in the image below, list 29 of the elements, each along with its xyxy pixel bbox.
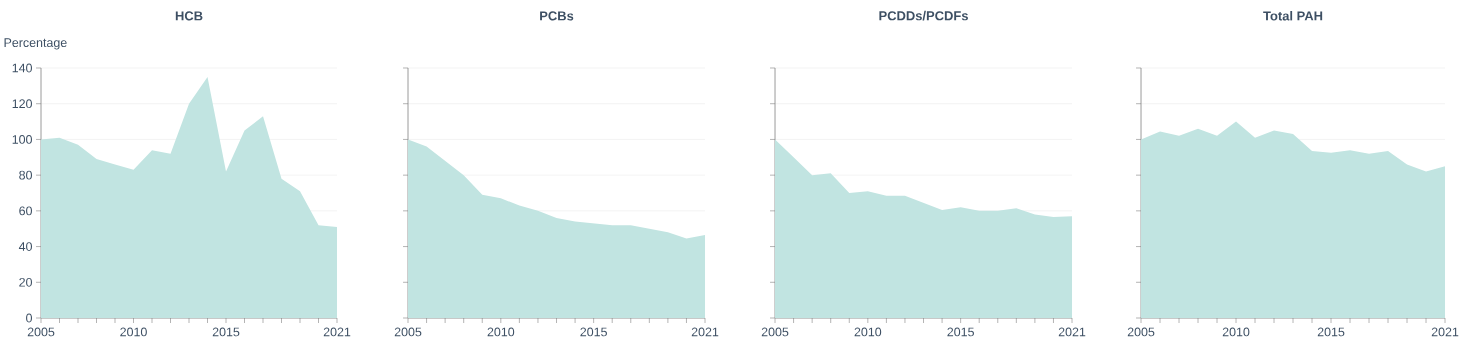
- y-tick-label: 0: [26, 313, 33, 323]
- y-tick-label: 20: [19, 277, 32, 287]
- y-tick-label: 60: [19, 206, 32, 216]
- x-tick-label: 2015: [1317, 327, 1345, 337]
- x-tick-label: 2005: [761, 327, 789, 337]
- y-axis-title: Percentage: [4, 38, 67, 50]
- x-tick-label: 2021: [1058, 327, 1086, 337]
- x-tick-label: 2021: [1431, 327, 1459, 337]
- x-tick-label: 2010: [120, 327, 147, 337]
- y-tick-label: 100: [12, 135, 32, 144]
- chart-title: HCB: [175, 11, 203, 21]
- x-tick-label: 2010: [1222, 327, 1250, 337]
- x-tick-label: 2021: [323, 327, 351, 337]
- y-tick-label: 140: [12, 63, 32, 73]
- x-tick-label: 2021: [691, 327, 719, 337]
- x-tick-label: 2015: [212, 327, 240, 337]
- y-tick-label: 80: [19, 170, 32, 180]
- x-tick-label: 2010: [487, 327, 515, 337]
- x-tick-label: 2005: [394, 327, 422, 337]
- x-tick-label: 2005: [1127, 327, 1155, 337]
- y-tick-label: 120: [12, 99, 32, 109]
- x-tick-label: 2005: [27, 327, 55, 337]
- x-tick-label: 2015: [580, 327, 607, 337]
- x-tick-label: 2015: [947, 327, 974, 337]
- y-tick-label: 40: [18, 242, 32, 251]
- chart-title: Total PAH: [1263, 10, 1323, 21]
- chart-title: PCDDs/PCDFs: [879, 10, 968, 21]
- chart-title: PCBs: [540, 11, 574, 21]
- x-tick-label: 2010: [854, 327, 882, 337]
